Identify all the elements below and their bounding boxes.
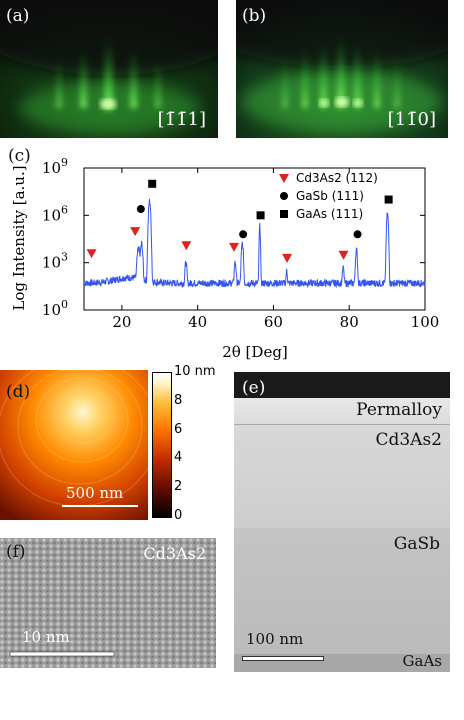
x-tick-label: 80 — [340, 313, 359, 331]
panel-d: (d) 500 nm — [0, 370, 148, 520]
x-tick-label: 40 — [188, 313, 207, 331]
square-marker — [384, 195, 393, 204]
afm-colorbar — [152, 372, 172, 518]
gasb-layer — [234, 528, 450, 654]
rheed-pattern-b — [236, 0, 448, 138]
panel-d-label: (d) — [6, 382, 31, 402]
y-tick-label: 109 — [42, 156, 68, 177]
legend-label: GaSb (111) — [296, 189, 364, 203]
plot-frame — [83, 167, 426, 311]
panel-e-label: (e) — [242, 378, 266, 398]
legend-circle-marker — [280, 192, 288, 200]
xrd-series-line — [83, 198, 426, 289]
layer-label-cd3as2: Cd3As2 — [375, 430, 442, 450]
colorbar-tick-label: 2 — [174, 479, 183, 495]
legend-label: Cd3As2 (112) — [296, 171, 378, 185]
tem-scale-label: 100 nm — [246, 630, 304, 648]
colorbar-tick-label: 4 — [174, 450, 183, 466]
panel-b: (b) [11̄0] — [236, 0, 448, 138]
hrtem-image — [0, 538, 216, 668]
panel-e: (e) Permalloy Cd3As2 GaSb GaAs 100 nm — [234, 372, 450, 672]
tem-scale-bar — [242, 656, 324, 661]
colorbar-tick-label: 0 — [174, 508, 183, 523]
x-tick-label: 100 — [411, 313, 440, 331]
circle-marker — [136, 205, 145, 214]
triangle-marker — [338, 250, 349, 260]
legend-triangle-marker — [279, 174, 289, 183]
panel-a-label: (a) — [6, 6, 30, 26]
x-axis-label: 2θ [Deg] — [222, 343, 288, 361]
triangle-marker — [282, 253, 293, 263]
y-tick-label: 100 — [42, 298, 68, 319]
circle-marker — [239, 230, 248, 239]
x-tick-label: 60 — [264, 313, 283, 331]
colorbar-tick-label: 6 — [174, 421, 183, 437]
legend-square-marker — [280, 210, 288, 218]
triangle-marker — [229, 242, 240, 252]
panel-a: (a) [1̄1̄1] — [0, 0, 218, 138]
triangle-marker — [86, 249, 97, 259]
capping-layer — [234, 372, 450, 398]
triangle-marker — [130, 227, 141, 237]
y-tick-exponent: 9 — [61, 156, 68, 169]
layer-label-gaas: GaAs — [402, 652, 442, 670]
circle-marker — [353, 230, 362, 239]
y-tick-label: 106 — [42, 203, 68, 224]
rheed-pattern-a — [0, 0, 218, 138]
panel-c-label: (c) — [8, 146, 31, 166]
afm-image — [0, 370, 148, 520]
y-tick-exponent: 3 — [61, 251, 68, 264]
cd3as2-layer — [234, 424, 450, 529]
panel-b-label: (b) — [242, 6, 267, 26]
permalloy-layer — [234, 398, 450, 424]
hrtem-scale-bar — [9, 651, 115, 657]
afm-scale-label: 500 nm — [66, 484, 124, 502]
direction-label-b: [11̄0] — [387, 109, 436, 130]
y-tick-exponent: 6 — [61, 203, 68, 216]
layer-label-gasb: GaSb — [393, 534, 440, 554]
y-tick-label: 103 — [42, 251, 68, 272]
square-marker — [148, 179, 157, 188]
panel-f: (f) Cd3As2 10 nm — [0, 538, 216, 668]
layer-label-permalloy: Permalloy — [356, 400, 442, 420]
hrtem-scale-label: 10 nm — [22, 628, 70, 646]
colorbar-tick-label: 10 nm — [174, 364, 216, 379]
direction-label-a: [1̄1̄1] — [157, 109, 206, 130]
triangle-marker — [181, 241, 192, 251]
y-axis-label: Log Intensity [a.u.] — [10, 165, 28, 310]
hrtem-material-label: Cd3As2 — [143, 544, 206, 563]
panel-f-label: (f) — [6, 542, 26, 562]
square-marker — [256, 211, 265, 220]
y-tick-exponent: 0 — [61, 298, 68, 311]
x-tick-label: 20 — [112, 313, 131, 331]
legend-label: GaAs (111) — [296, 207, 363, 221]
colorbar-tick-label: 8 — [174, 392, 183, 408]
